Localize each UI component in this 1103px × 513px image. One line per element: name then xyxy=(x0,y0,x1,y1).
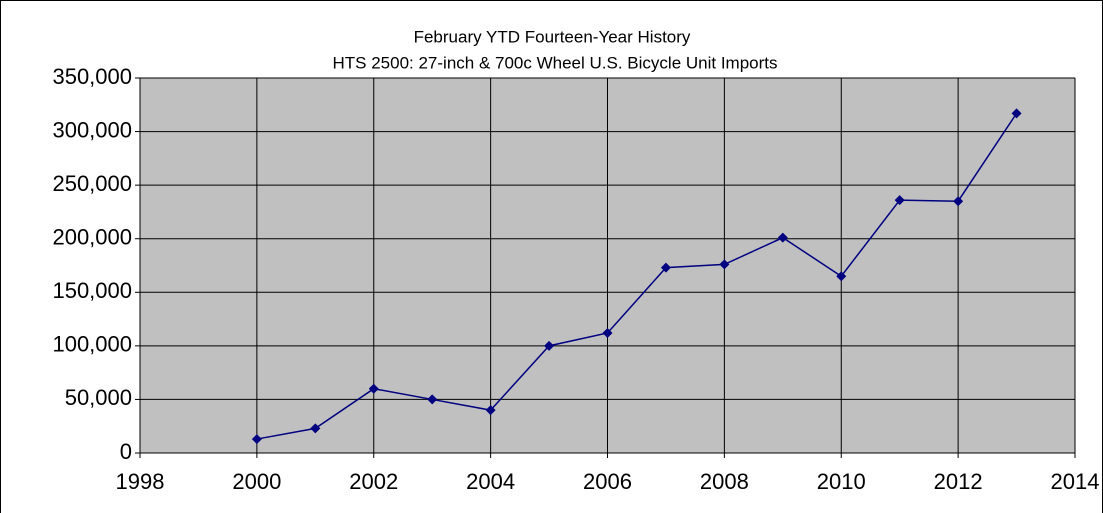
data-point xyxy=(953,196,964,207)
data-point xyxy=(602,328,613,338)
chart-title: February YTD Fourteen-Year History xyxy=(414,27,691,46)
data-point xyxy=(1011,108,1022,119)
data-point xyxy=(719,259,730,270)
data-point xyxy=(368,383,379,394)
x-tick-label: 2014 xyxy=(1051,469,1100,494)
data-point xyxy=(894,195,905,206)
x-tick-label: 2004 xyxy=(466,469,515,494)
x-tick-label: 2010 xyxy=(817,469,866,494)
x-tick-label: 2000 xyxy=(232,469,281,494)
x-tick-label: 2012 xyxy=(934,469,983,494)
x-tick-label: 2008 xyxy=(700,469,749,494)
y-tick-label: 200,000 xyxy=(52,225,132,250)
y-tick-label: 100,000 xyxy=(52,332,132,357)
data-point xyxy=(836,271,847,282)
data-point xyxy=(544,340,555,351)
y-tick-label: 300,000 xyxy=(52,117,132,142)
data-point xyxy=(427,394,438,405)
chart-subtitle: HTS 2500: 27-inch & 700c Wheel U.S. Bicy… xyxy=(332,53,777,72)
data-point xyxy=(777,232,788,243)
data-point xyxy=(310,423,321,434)
y-tick-label: 250,000 xyxy=(52,171,132,196)
x-tick-label: 1998 xyxy=(116,469,165,494)
data-point xyxy=(485,405,496,416)
y-tick-label: 0 xyxy=(120,439,132,464)
x-tick-label: 2002 xyxy=(349,469,398,494)
series-line xyxy=(256,112,1018,440)
data-point xyxy=(660,262,671,273)
y-tick-label: 150,000 xyxy=(52,278,132,303)
y-tick-label: 350,000 xyxy=(52,64,132,89)
data-point xyxy=(251,434,262,445)
y-tick-label: 50,000 xyxy=(65,385,132,410)
x-tick-label: 2006 xyxy=(583,469,632,494)
